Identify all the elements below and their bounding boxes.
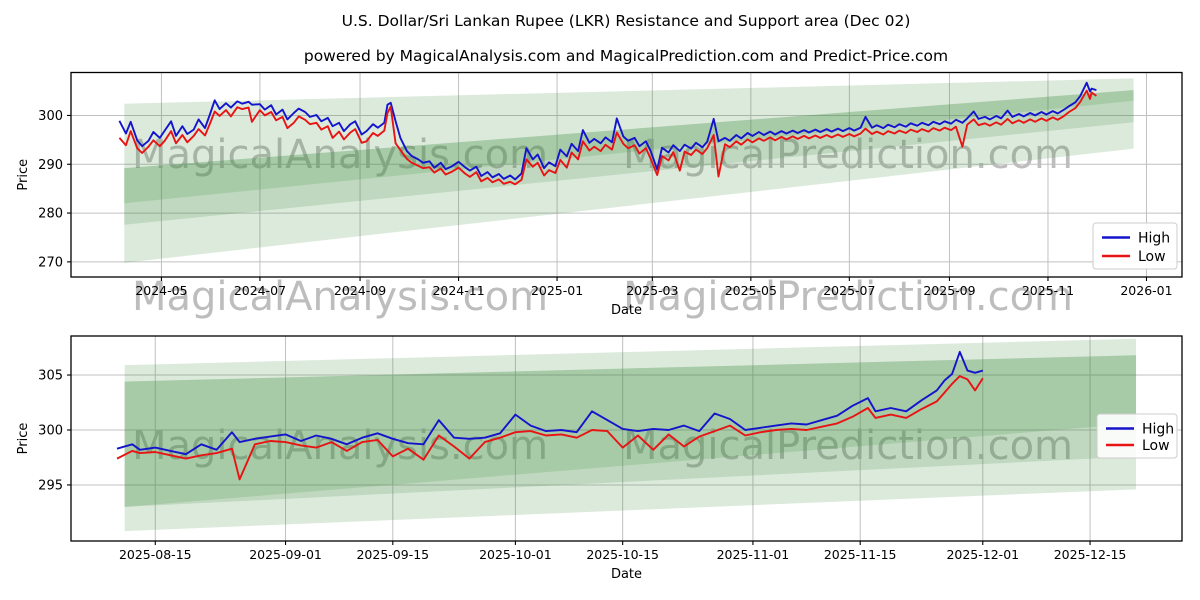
high-legend-label: High <box>1138 230 1170 246</box>
tick-marks <box>67 114 1148 281</box>
x-tick-label: 2025-03 <box>626 283 678 298</box>
y-tick-label: 270 <box>38 255 63 270</box>
watermark-text: MagicalPrediction.com <box>623 274 1073 320</box>
y-tick-label: 300 <box>38 423 63 438</box>
x-tick-label: 2025-10-15 <box>586 547 659 562</box>
x-tick-label: 2024-09 <box>334 283 386 298</box>
x-tick-label: 2025-05 <box>725 283 777 298</box>
support-resistance-band <box>124 90 1134 225</box>
x-tick-label: 2025-09-01 <box>249 547 322 562</box>
x-tick-label: 2025-09-15 <box>356 547 429 562</box>
watermark-text: MagicalPrediction.com <box>623 132 1073 178</box>
chart-recent-detail: 2025-08-15 2025-09-01 2025-09-15 2025-10-01… <box>16 335 1183 582</box>
x-tick-label: 2025-11-15 <box>824 547 897 562</box>
x-tick-label: 2025-11-01 <box>717 547 790 562</box>
series-layer <box>116 350 984 481</box>
y-axis-label: Price <box>16 423 31 455</box>
legend-box <box>1096 413 1178 459</box>
support-resistance-band <box>124 355 1137 532</box>
x-tick-label: 2024-07 <box>234 283 286 298</box>
x-tick-label: 2024-11 <box>432 283 484 298</box>
y-tick-label: 280 <box>38 207 63 222</box>
y-tick-label: 300 <box>38 109 63 124</box>
y-tick-label: 290 <box>38 158 63 173</box>
series-layer <box>118 81 1097 186</box>
x-axis-label: Date <box>611 303 642 318</box>
x-tick-label: 2025-09 <box>923 283 975 298</box>
axes-spines <box>70 335 1183 542</box>
x-tick-label: 2025-12-15 <box>1054 547 1127 562</box>
x-tick-label: 2025-11 <box>1022 283 1074 298</box>
low-line <box>118 89 1097 186</box>
x-tick-label: 2025-10-01 <box>479 547 552 562</box>
legend-box <box>1092 222 1178 270</box>
figure-subtitle: powered by MagicalAnalysis.com and Magic… <box>303 47 949 65</box>
high-line <box>116 350 984 456</box>
high-legend-label: High <box>1142 421 1174 437</box>
y-axis-label: Price <box>16 159 31 191</box>
y-tick-label: 295 <box>38 478 63 493</box>
low-legend-label: Low <box>1142 438 1170 454</box>
chart-full-history: 2024-05 2024-07 2024-09 2024-11 2025-01 2025-… <box>16 71 1183 318</box>
x-axis-label: Date <box>611 567 642 582</box>
bands-layer <box>124 338 1137 532</box>
low-legend-label: Low <box>1138 249 1166 265</box>
legend: High Low <box>1092 222 1178 270</box>
support-resistance-band <box>124 338 1137 507</box>
x-tick-label: 2025-07 <box>823 283 875 298</box>
bands-layer <box>124 78 1134 263</box>
low-line <box>116 375 984 481</box>
x-tick-label: 2024-05 <box>135 283 187 298</box>
figure-title: U.S. Dollar/Sri Lankan Rupee (LKR) Resis… <box>341 12 911 30</box>
high-line <box>118 81 1097 181</box>
x-tick-label: 2025-01 <box>531 283 583 298</box>
x-tick-label: 2025-08-15 <box>119 547 192 562</box>
y-tick-label: 305 <box>38 369 63 384</box>
support-resistance-band <box>124 355 1137 507</box>
watermark-text: MagicalAnalysis.com <box>131 274 549 320</box>
axes-spines <box>70 71 1183 278</box>
x-tick-label: 2025-12-01 <box>946 547 1019 562</box>
tick-marks <box>67 374 1091 545</box>
x-tick-label: 2026-01 <box>1120 283 1172 298</box>
